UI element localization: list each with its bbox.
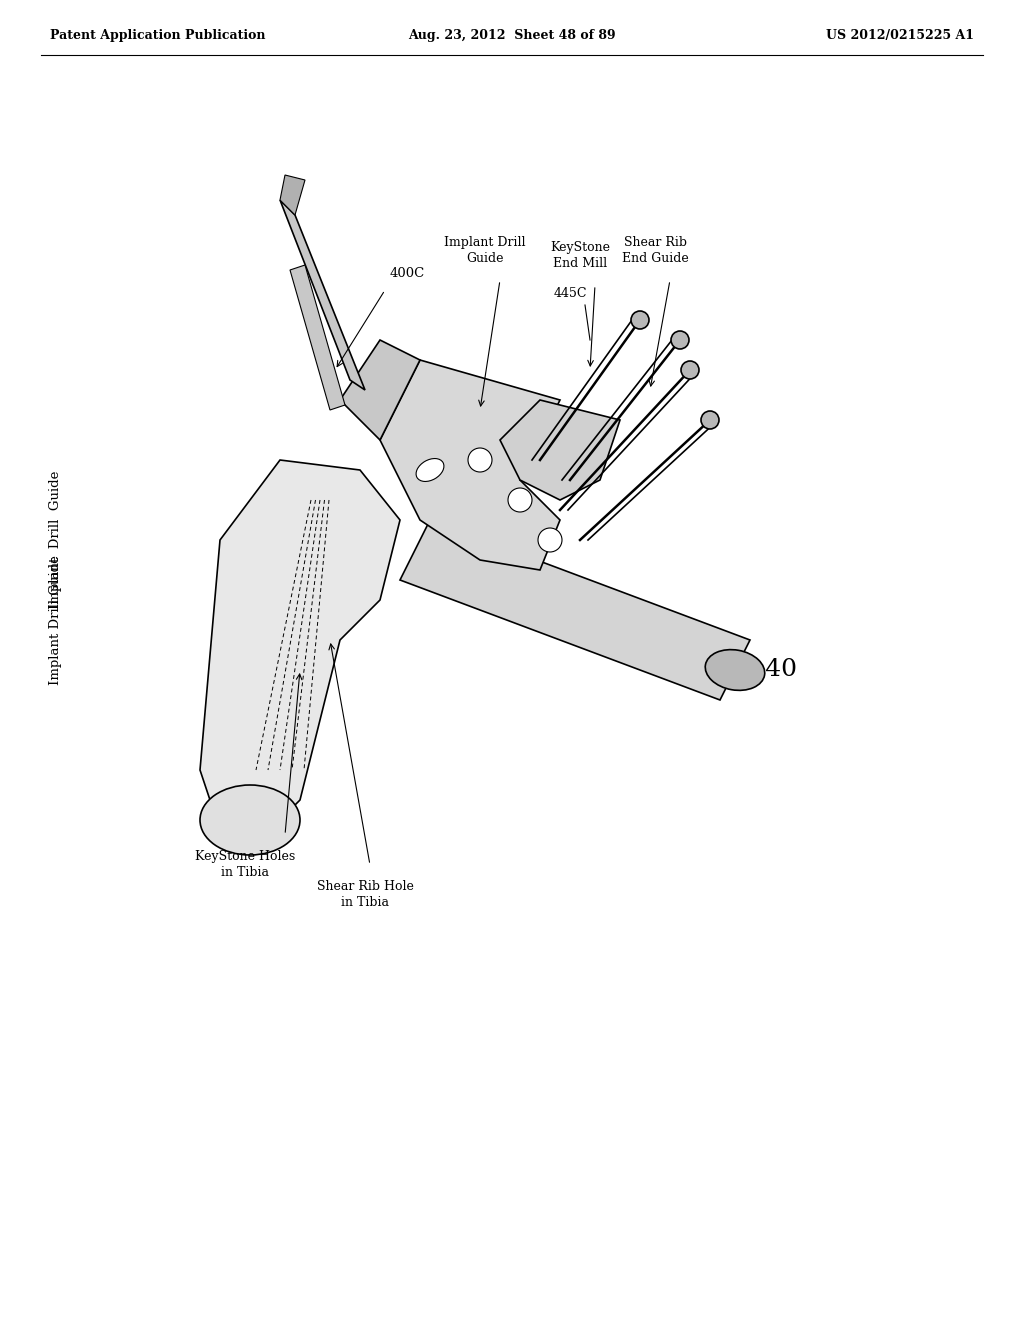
Ellipse shape — [631, 312, 649, 329]
Text: Implant Drill
Guide: Implant Drill Guide — [444, 236, 525, 265]
Text: Implant  Drill  Guide: Implant Drill Guide — [48, 471, 61, 610]
Polygon shape — [280, 201, 365, 389]
Text: Shear Rib Hole
in Tibia: Shear Rib Hole in Tibia — [316, 880, 414, 909]
Polygon shape — [290, 265, 345, 411]
Circle shape — [538, 528, 562, 552]
Text: 400C: 400C — [390, 267, 425, 280]
Polygon shape — [400, 520, 750, 700]
Text: KeyStone
End Mill: KeyStone End Mill — [550, 242, 610, 271]
Polygon shape — [380, 360, 560, 570]
Polygon shape — [340, 341, 420, 440]
Ellipse shape — [200, 785, 300, 855]
Text: FIG. 40: FIG. 40 — [703, 659, 797, 681]
Ellipse shape — [701, 411, 719, 429]
Text: 445C: 445C — [553, 286, 587, 300]
Text: US 2012/0215225 A1: US 2012/0215225 A1 — [826, 29, 974, 41]
Polygon shape — [280, 176, 305, 215]
Polygon shape — [200, 459, 400, 840]
Text: Aug. 23, 2012  Sheet 48 of 89: Aug. 23, 2012 Sheet 48 of 89 — [409, 29, 615, 41]
Text: Patent Application Publication: Patent Application Publication — [50, 29, 265, 41]
Ellipse shape — [416, 458, 444, 482]
Text: Shear Rib
End Guide: Shear Rib End Guide — [622, 236, 688, 265]
Circle shape — [508, 488, 532, 512]
Ellipse shape — [706, 649, 765, 690]
Text: Implant Drill Guide: Implant Drill Guide — [48, 556, 61, 685]
Ellipse shape — [671, 331, 689, 348]
Polygon shape — [500, 400, 620, 500]
Ellipse shape — [681, 360, 699, 379]
Circle shape — [468, 447, 492, 473]
Text: KeyStone Holes
in Tibia: KeyStone Holes in Tibia — [195, 850, 295, 879]
